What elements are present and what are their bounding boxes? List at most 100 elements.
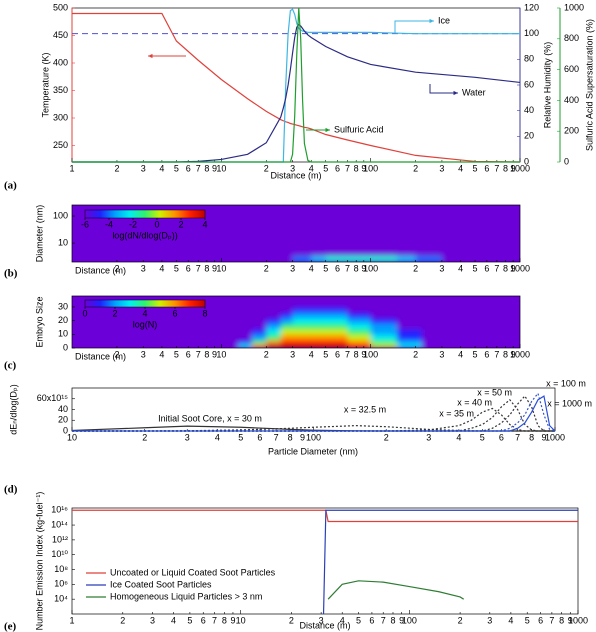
y-tick-label: 0 [524, 156, 529, 166]
heatmap-cell [311, 312, 327, 319]
y-tick-label: 200 [564, 126, 579, 136]
x-tick-label: 4 [309, 349, 314, 359]
heatmap-cell [347, 306, 372, 313]
y-tick-label: 80 [524, 54, 534, 64]
y-tick-label: 10¹⁰ [51, 549, 68, 559]
heatmap-cell [266, 312, 282, 319]
heatmap-cell [396, 339, 423, 345]
x-tick-label: 100 [363, 163, 378, 173]
series-line [72, 7, 520, 163]
heatmap-cell [396, 343, 423, 348]
heatmap-cell [370, 323, 398, 330]
y-tick-label: 0 [564, 156, 569, 166]
y-tick-label: 400 [53, 57, 68, 67]
x-tick-label: 4 [340, 615, 345, 625]
x-axis-label: Distance (m) [75, 265, 126, 275]
heatmap-cell [311, 317, 327, 324]
x-tick-label: 1 [69, 615, 74, 625]
series-label: x = 40 m [457, 397, 492, 407]
colorbar-tick-label: -4 [105, 219, 113, 229]
heatmap-cell [251, 339, 267, 345]
panel-label: (c) [4, 360, 17, 372]
heatmap-cell [280, 339, 294, 345]
series-label: Sulfuric Acid [334, 124, 384, 134]
x-tick-label: 3 [290, 349, 295, 359]
x-tick-label: 2 [413, 263, 418, 273]
y-tick-label: 40 [58, 404, 68, 414]
x-tick-label: 8 [559, 615, 564, 625]
x-tick-label: 1000 [510, 349, 530, 359]
heatmap-cell [421, 328, 520, 335]
heatmap-cell [266, 343, 282, 348]
x-tick-label: 2 [289, 615, 294, 625]
x-tick-label: 7 [494, 263, 499, 273]
series-line [327, 580, 464, 600]
x-tick-label: 3 [487, 615, 492, 625]
y-tick-label: 500 [53, 2, 68, 12]
heatmap-cell [266, 317, 282, 324]
heatmap-cell [370, 296, 398, 308]
x-tick-label: 5 [525, 615, 530, 625]
heatmap-cell [396, 334, 423, 341]
colorbar [84, 209, 206, 219]
heatmap-cell [421, 334, 520, 341]
heatmap-cells [72, 205, 520, 262]
heatmap-cell [238, 328, 253, 335]
colorbar-tick-label: 6 [172, 308, 177, 318]
heatmap-cell [347, 343, 372, 348]
heatmap-cell [311, 343, 327, 348]
x-tick-label: 6 [484, 349, 489, 359]
heatmap-cell [311, 334, 327, 341]
x-tick-label: 3 [439, 349, 444, 359]
x-tick-label: 4 [458, 263, 463, 273]
heatmap-cell [238, 334, 253, 341]
x-tick-label: 7 [196, 163, 201, 173]
y-tick-label: 60 [524, 79, 534, 89]
heatmap-cell [325, 312, 349, 319]
heatmap-cell [396, 328, 423, 335]
panel-label: (d) [4, 484, 18, 496]
heatmap-cell [311, 339, 327, 345]
x-tick-label: 2 [458, 615, 463, 625]
x-tick-label: 6 [499, 432, 504, 442]
arrow [394, 20, 434, 33]
heatmap-cell [266, 306, 282, 313]
x-tick-label: 9 [212, 263, 217, 273]
x-tick-label: 10 [67, 432, 77, 442]
series-line [72, 509, 578, 523]
heatmap-cell [292, 255, 312, 262]
y-tick-label: 1000 [564, 2, 584, 12]
series-label: x = 32.5 m [344, 404, 386, 414]
x-tick-label: 9 [212, 349, 217, 359]
plot-frame [71, 507, 579, 615]
y-tick-label: 250 [53, 140, 68, 150]
x-tick-label: 6 [335, 349, 340, 359]
x-tick-label: 8 [529, 432, 534, 442]
heatmap-cell [311, 328, 327, 335]
arrow-head [453, 90, 458, 96]
heatmap-cell [292, 323, 312, 330]
y-tick-label: 600 [564, 64, 579, 74]
heatmap-cell [266, 328, 282, 335]
x-tick-label: 7 [494, 163, 499, 173]
x-axis-label: Distance (m) [299, 620, 350, 630]
heatmap-cell [72, 312, 239, 319]
x-tick-label: 9 [568, 615, 573, 625]
heatmap-cell [325, 339, 349, 345]
heatmap-cell [72, 339, 239, 345]
x-tick-label: 4 [309, 263, 314, 273]
x-tick-label: 4 [309, 163, 314, 173]
y-axis-label: Diameter (nm) [34, 205, 44, 263]
heatmap-cell [396, 312, 423, 319]
x-tick-label: 3 [290, 163, 295, 173]
colorbar-tick-label: 4 [142, 308, 147, 318]
x-tick-label: 2 [413, 349, 418, 359]
x-tick-label: 7 [515, 432, 520, 442]
x-tick-label: 6 [257, 432, 262, 442]
y-axis-label: Embryo Size [34, 296, 44, 347]
arrow-head [325, 127, 330, 133]
series-label: Ice [438, 15, 450, 25]
x-tick-label: 6 [335, 163, 340, 173]
y-tick-label: 10¹⁶ [51, 505, 68, 515]
arrow [429, 84, 458, 94]
